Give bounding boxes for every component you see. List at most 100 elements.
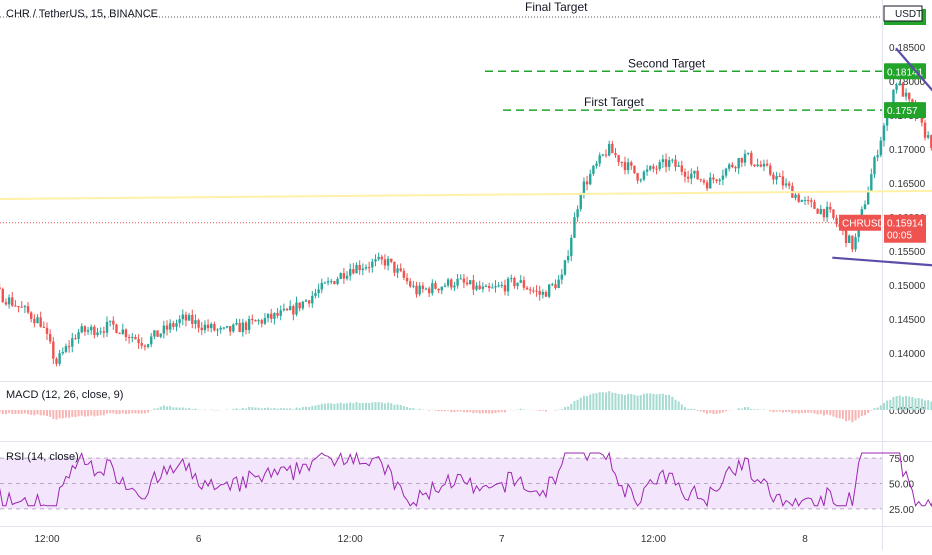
candle-body	[235, 323, 237, 325]
candle-body	[118, 333, 120, 334]
candle-body	[349, 269, 351, 276]
macd-bar	[580, 398, 582, 410]
macd-bar	[750, 409, 752, 410]
macd-bar	[289, 408, 291, 410]
macd-bar	[368, 403, 370, 410]
macd-bar	[30, 410, 32, 415]
macd-bar	[605, 393, 607, 410]
candle-body	[804, 200, 806, 201]
macd-bar	[327, 403, 329, 410]
target-label: Second Target	[628, 56, 706, 70]
candle-body	[899, 83, 901, 85]
price-tick-label: 0.15000	[889, 281, 926, 292]
macd-bar	[753, 409, 755, 410]
candle-body	[188, 315, 190, 320]
candle-body	[298, 303, 300, 309]
candle-body	[876, 155, 878, 157]
macd-bar	[204, 409, 206, 410]
macd-bar	[160, 407, 162, 410]
candle-body	[595, 163, 597, 165]
macd-title: MACD (12, 26, close, 9)	[6, 389, 123, 401]
candle-body	[510, 278, 512, 279]
candle-body	[437, 289, 439, 291]
candle-body	[355, 265, 357, 273]
candle-body	[564, 260, 566, 274]
candle-body	[185, 315, 187, 321]
candle-body	[880, 141, 882, 156]
symbol-title: CHR / TetherUS, 15, BINANCE	[6, 8, 158, 20]
macd-bar	[254, 408, 256, 410]
candle-body	[504, 285, 506, 291]
macd-bar	[905, 396, 907, 410]
macd-bar	[709, 410, 711, 413]
candle-body	[617, 155, 619, 162]
macd-bar	[684, 407, 686, 410]
macd-bar	[649, 393, 651, 410]
candles	[0, 81, 932, 366]
candle-body	[712, 178, 714, 180]
macd-bar	[308, 407, 310, 410]
macd-bar	[49, 410, 51, 417]
candle-body	[832, 209, 834, 217]
rsi-tick-label: 25.00	[889, 505, 914, 516]
candle-body	[813, 202, 815, 209]
macd-bar	[352, 403, 354, 410]
macd-bar	[839, 410, 841, 418]
candle-body	[324, 283, 326, 284]
macd-bar	[100, 410, 102, 415]
macd-bar	[400, 405, 402, 410]
candle-body	[488, 286, 490, 288]
macd-bar	[242, 408, 244, 410]
macd-bar	[346, 403, 348, 410]
macd-bar	[861, 410, 863, 416]
macd-bar	[365, 403, 367, 410]
macd-bar	[125, 410, 127, 414]
macd-bar	[479, 410, 481, 413]
candle-body	[2, 289, 4, 302]
macd-bar	[630, 394, 632, 410]
candle-body	[494, 286, 496, 287]
macd-bar	[163, 405, 165, 410]
candle-body	[747, 153, 749, 154]
macd-bar	[899, 395, 901, 410]
candle-body	[854, 237, 856, 249]
candle-body	[570, 238, 572, 256]
macd-bar	[788, 410, 790, 412]
macd-bar	[166, 406, 168, 410]
final-target-label: Final Target	[525, 0, 588, 14]
macd-bar	[554, 410, 556, 411]
candle-body	[96, 332, 98, 335]
macd-bar	[845, 410, 847, 421]
candle-body	[71, 338, 73, 346]
candle-body	[122, 330, 124, 334]
macd-bar	[798, 410, 800, 414]
macd-bar	[299, 408, 301, 410]
candle-body	[507, 279, 509, 292]
candle-body	[238, 323, 240, 332]
macd-bar	[182, 408, 184, 410]
macd-bar	[867, 410, 869, 413]
candle-body	[371, 262, 373, 268]
macd-bar	[864, 410, 866, 415]
macd-bar	[188, 408, 190, 410]
candle-body	[460, 278, 462, 279]
candle-body	[447, 279, 449, 285]
macd-bar	[318, 405, 320, 410]
candle-body	[497, 285, 499, 286]
macd-bar	[621, 394, 623, 410]
candle-body	[636, 173, 638, 180]
macd-bar	[599, 392, 601, 410]
macd-bar	[851, 410, 853, 422]
macd-bar	[858, 410, 860, 418]
candle-body	[182, 315, 184, 320]
candle-body	[539, 291, 541, 295]
macd-bar	[501, 410, 503, 412]
candle-body	[649, 166, 651, 169]
macd-bar	[706, 410, 708, 414]
candle-body	[14, 306, 16, 307]
candle-body	[744, 154, 746, 163]
candle-body	[731, 165, 733, 167]
time-tick-label: 12:00	[338, 534, 363, 545]
